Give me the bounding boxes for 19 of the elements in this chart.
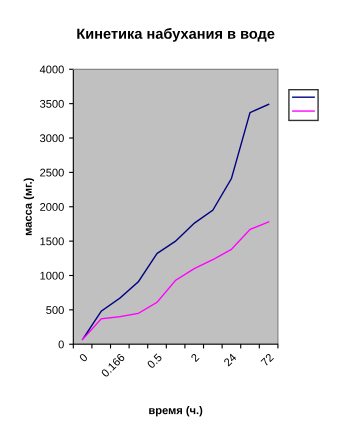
y-tick-label: 1000: [40, 272, 64, 280]
y-tick-label: 4000: [40, 66, 64, 74]
y-tick-label: 3000: [40, 134, 64, 142]
y-tick-label: 2500: [40, 168, 64, 177]
line-series: [82, 221, 270, 340]
chart-title: Кинетика набухания в воде: [77, 28, 274, 42]
x-tick-label: 24: [223, 352, 237, 367]
line-series: [82, 104, 270, 340]
x-tick-label: 0: [78, 353, 88, 362]
y-tick-label: 500: [46, 306, 64, 314]
y-tick-label: 0: [58, 340, 64, 348]
x-tick-label: 0.5: [146, 353, 162, 369]
y-axis-title: масса (мг.): [24, 178, 34, 236]
x-tick-label: 72: [260, 353, 274, 367]
y-tick-label: 1500: [40, 237, 64, 246]
x-axis-title: время (ч.): [149, 406, 202, 416]
y-tick-label: 2000: [40, 203, 64, 211]
y-tick-label: 3500: [40, 100, 64, 108]
x-tick-label: 2: [190, 353, 200, 362]
